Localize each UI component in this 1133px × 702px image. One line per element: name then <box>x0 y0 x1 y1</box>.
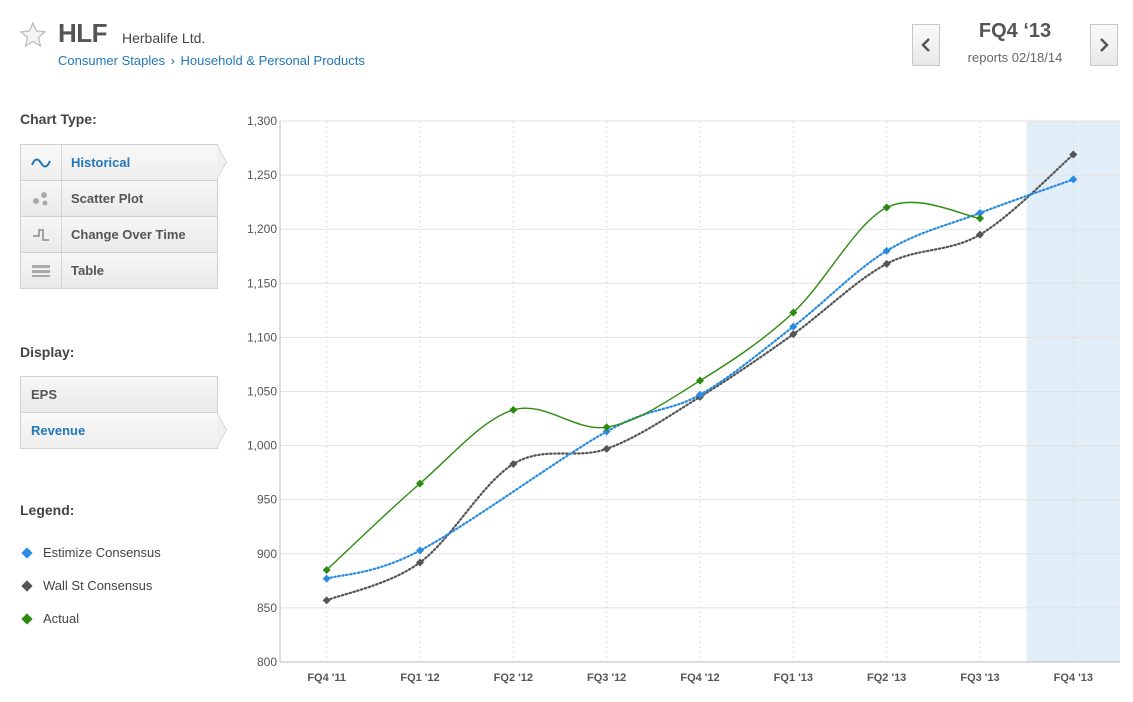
table-icon <box>21 253 62 288</box>
wall-st-consensus-point <box>1069 150 1078 159</box>
legend-item-actual: Actual <box>20 611 79 626</box>
diamond-icon <box>21 546 33 559</box>
y-tick-label: 1,050 <box>247 385 277 399</box>
wall-st-consensus-point <box>882 259 891 268</box>
y-tick-label: 950 <box>257 493 277 507</box>
breadcrumb-industry[interactable]: Household & Personal Products <box>180 53 365 68</box>
actual-point <box>416 479 424 488</box>
star-icon[interactable] <box>20 22 46 48</box>
chart-type-table[interactable]: Table <box>20 252 218 289</box>
x-tick-label: FQ1 '13 <box>774 672 813 684</box>
actual-point <box>322 566 331 575</box>
wall-st-consensus-point <box>416 558 424 567</box>
next-period-button[interactable] <box>1090 24 1118 66</box>
legend-estimize-label: Estimize Consensus <box>43 545 161 560</box>
actual-point <box>602 423 611 432</box>
legend-wallst-label: Wall St Consensus <box>43 578 153 593</box>
y-tick-label: 1,300 <box>247 114 277 128</box>
x-tick-label: FQ3 '12 <box>587 672 626 684</box>
actual-point <box>976 214 984 223</box>
chevron-left-icon <box>921 38 930 52</box>
chart-type-menu: Historical Scatter Plot Change Over Time… <box>20 144 227 289</box>
x-tick-label: FQ1 '12 <box>400 672 439 684</box>
y-tick-label: 1,000 <box>247 439 277 453</box>
chart-type-scatter-plot[interactable]: Scatter Plot <box>20 180 218 217</box>
y-tick-label: 1,150 <box>247 276 277 290</box>
estimize-consensus-point <box>882 246 891 255</box>
y-tick-label: 1,100 <box>247 330 277 344</box>
actual-point <box>789 308 798 317</box>
wall-st-consensus-point <box>789 330 798 339</box>
chart-type-historical[interactable]: Historical <box>20 144 227 181</box>
display-eps-label: EPS <box>31 387 58 402</box>
legend-actual-label: Actual <box>43 611 80 626</box>
chart-type-label-table: Table <box>71 263 104 278</box>
x-tick-label: FQ4 '11 <box>307 672 346 684</box>
step-icon <box>21 217 62 252</box>
revenue-chart: 800 850 900 950 1,000 1,050 1,100 1,150 1,200 1,2… <box>247 114 1120 684</box>
chart-type-label: Chart Type: <box>20 111 97 127</box>
diamond-icon <box>21 579 33 592</box>
estimize-consensus-point <box>1069 175 1078 184</box>
breadcrumb-separator: › <box>170 53 175 68</box>
legend-item-wallst: Wall St Consensus <box>20 578 152 593</box>
display-revenue-label: Revenue <box>31 423 86 438</box>
wall-st-consensus-point <box>602 444 611 453</box>
chart-type-label-change: Change Over Time <box>71 227 186 242</box>
display-label: Display: <box>20 344 75 360</box>
estimize-consensus-point <box>416 546 424 555</box>
actual-line <box>326 201 981 571</box>
estimize-consensus-point <box>602 427 611 436</box>
x-tick-label: FQ3 '13 <box>960 672 999 684</box>
y-tick-label: 850 <box>257 601 277 615</box>
report-date: reports 02/18/14 <box>967 50 1063 65</box>
x-tick-label: FQ4 '13 <box>1054 672 1093 684</box>
estimize-consensus-point <box>696 390 704 399</box>
breadcrumb: Consumer Staples › Household & Personal … <box>58 53 365 68</box>
wall-st-consensus-point <box>509 459 518 468</box>
legend-item-estimize: Estimize Consensus <box>20 545 161 560</box>
legend-label: Legend: <box>20 502 75 518</box>
chart-type-label-historical: Historical <box>71 155 131 170</box>
estimize-consensus-point <box>322 574 331 583</box>
diamond-icon <box>21 612 33 625</box>
actual-point <box>696 376 704 385</box>
y-tick-label: 800 <box>257 655 277 669</box>
y-tick-label: 1,250 <box>247 168 277 182</box>
display-menu: EPS Revenue <box>20 376 227 449</box>
display-eps[interactable]: EPS <box>20 376 218 413</box>
chevron-right-icon <box>1100 38 1109 52</box>
y-tick-label: 900 <box>257 547 277 561</box>
wave-icon <box>21 145 62 180</box>
breadcrumb-sector[interactable]: Consumer Staples <box>58 53 165 68</box>
company-name: Herbalife Ltd. <box>122 30 206 46</box>
display-revenue[interactable]: Revenue <box>20 412 227 449</box>
estimize-consensus-point <box>976 208 984 217</box>
scatter-icon <box>21 181 62 216</box>
ticker-symbol: HLF <box>58 18 108 48</box>
chart-type-change-over-time[interactable]: Change Over Time <box>20 216 218 253</box>
estimize-consensus-line <box>325 178 1075 580</box>
x-tick-label: FQ2 '13 <box>867 672 906 684</box>
period-title: FQ4 ‘13 <box>978 20 1052 42</box>
actual-point <box>509 405 518 414</box>
estimize-consensus-point <box>789 322 798 331</box>
wall-st-consensus-point <box>976 230 984 239</box>
x-tick-label: FQ2 '12 <box>494 672 533 684</box>
chart-type-label-scatter: Scatter Plot <box>71 191 144 206</box>
wall-st-consensus-point <box>322 596 331 605</box>
previous-period-button[interactable] <box>912 24 940 66</box>
y-tick-label: 1,200 <box>247 222 277 236</box>
actual-point <box>882 203 891 212</box>
x-tick-label: FQ4 '12 <box>680 672 719 684</box>
